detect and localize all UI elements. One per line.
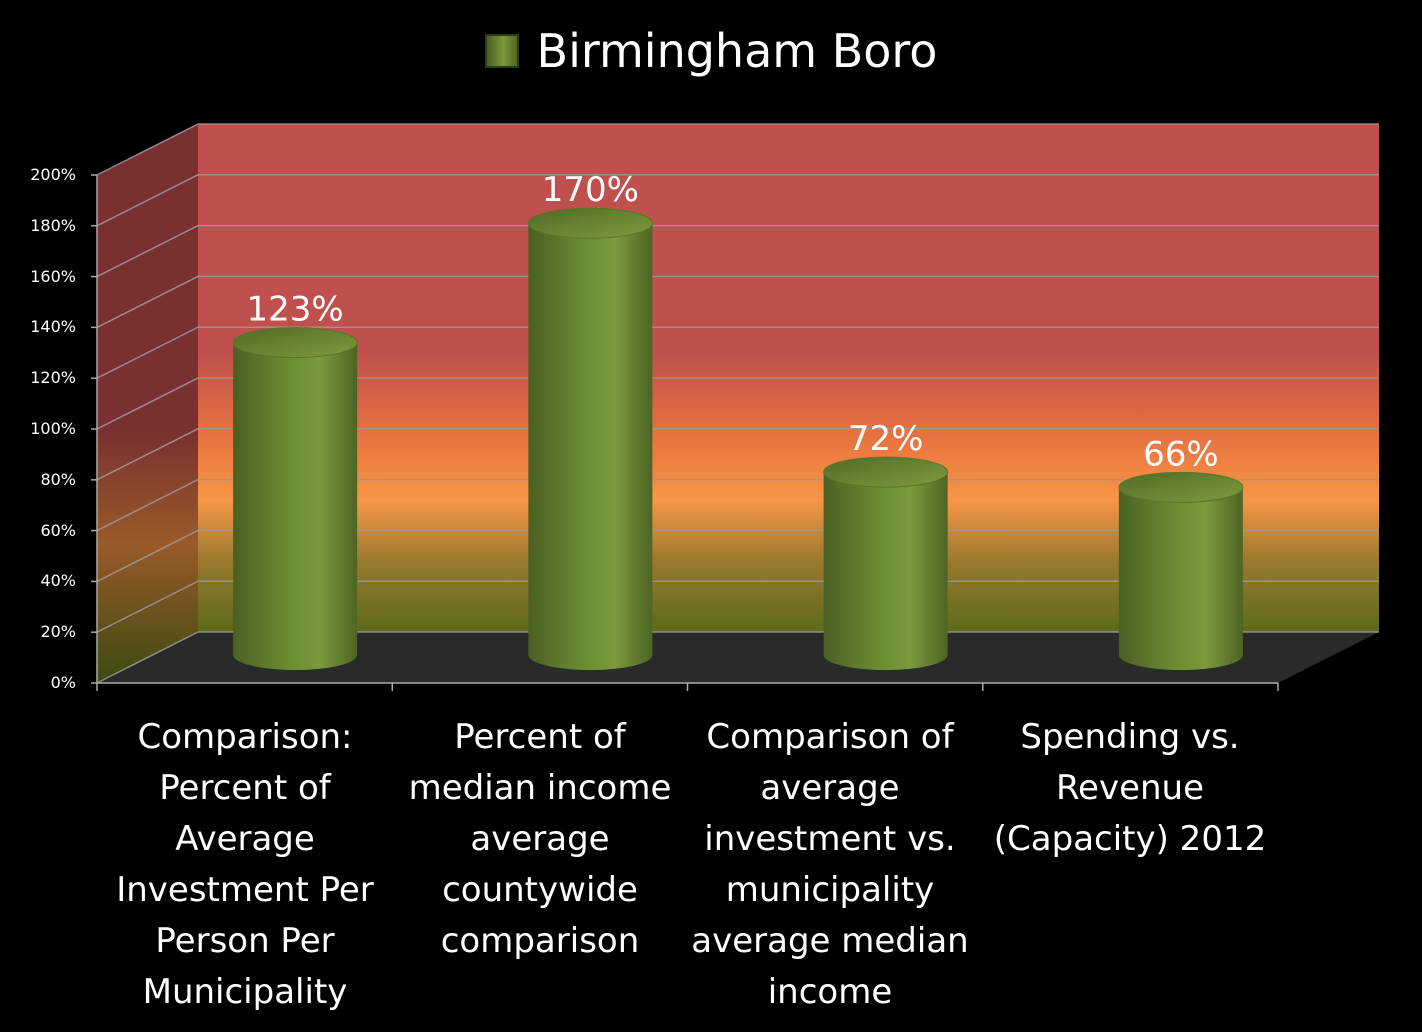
y-tick-label: 180% <box>30 215 76 235</box>
x-category-label: Spending vs. Revenue (Capacity) 2012 <box>993 717 1267 859</box>
y-tick-label: 120% <box>30 368 76 388</box>
y-tick-label: 100% <box>30 419 76 438</box>
data-label: 72% <box>848 419 924 459</box>
y-tick-label: 20% <box>40 622 76 642</box>
gridline <box>96 174 1379 227</box>
bar <box>232 327 358 670</box>
y-tick-label: 60% <box>40 520 76 540</box>
legend-label: Birmingham Boro <box>536 24 938 78</box>
y-tick-label: 80% <box>40 469 76 489</box>
gridline <box>96 326 1379 379</box>
gridline <box>96 580 1379 633</box>
y-tick-label: 140% <box>30 317 76 337</box>
legend-swatch <box>484 34 519 68</box>
legend: Birmingham Boro <box>0 24 1422 78</box>
gridline <box>96 428 1379 481</box>
bar-body <box>233 342 358 670</box>
bar-top <box>527 207 653 239</box>
gridline <box>96 123 1379 176</box>
data-label: 123% <box>247 290 344 330</box>
data-label: 66% <box>1143 434 1219 474</box>
gridline <box>96 224 1379 278</box>
bar-body <box>1118 487 1243 670</box>
x-category-label: Comparison: Percent of Average Investmen… <box>116 717 374 1012</box>
gridline <box>96 275 1379 329</box>
gridline <box>96 377 1379 430</box>
y-tick-label: 0% <box>50 673 76 692</box>
gridline <box>96 529 1379 583</box>
bar <box>1118 471 1244 670</box>
bar-top <box>1118 471 1244 503</box>
x-category-label: Comparison of average investment vs. mun… <box>691 717 969 1012</box>
gridline <box>96 478 1379 532</box>
y-tick-label: 200% <box>30 165 76 184</box>
bar-top <box>823 456 949 488</box>
y-tick-label: 160% <box>30 266 76 286</box>
bar-body <box>823 472 948 670</box>
x-category-label: Percent of median income average countyw… <box>408 717 672 961</box>
bar <box>527 207 653 670</box>
data-label: 170% <box>542 170 639 210</box>
gridlines <box>91 123 1379 691</box>
gridline <box>96 631 1379 684</box>
bar <box>823 456 949 670</box>
y-tick-label: 40% <box>40 571 76 591</box>
bar-top <box>232 327 358 359</box>
bar-body <box>528 223 653 670</box>
data-labels: 123% 170% 72% 66% <box>247 170 1219 474</box>
floor <box>97 632 1379 683</box>
bars <box>232 207 1244 670</box>
